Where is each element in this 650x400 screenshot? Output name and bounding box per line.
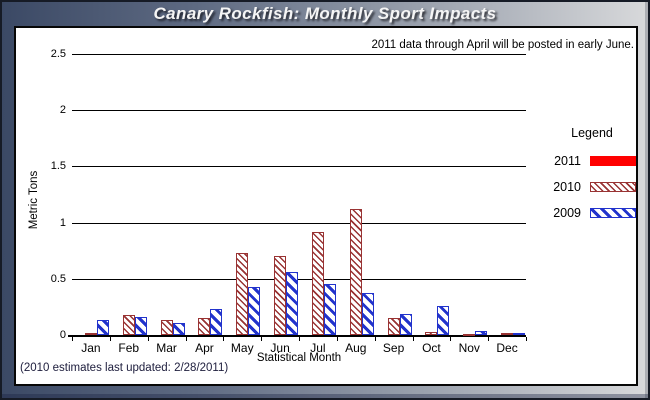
legend-swatch-2009 xyxy=(590,208,636,218)
x-tick-label-nov: Nov xyxy=(458,341,480,355)
x-axis-tick xyxy=(336,337,338,341)
x-axis-tick xyxy=(450,337,452,341)
bar-2010-mar xyxy=(160,320,173,335)
y-tick-label: 1 xyxy=(59,216,66,229)
bar-2010-apr xyxy=(198,318,211,335)
x-tick-label-dec: Dec xyxy=(496,341,518,355)
x-axis-tick xyxy=(526,337,527,341)
y-tick-label: 0.5 xyxy=(50,272,66,285)
legend-label-2011: 2011 xyxy=(554,154,581,168)
x-axis-tick xyxy=(299,337,300,341)
bar-2009-mar xyxy=(172,323,185,335)
plot-area: 0 0.5 1 1.5 2 2.5 Jan Feb Mar Apr May Jun Jul Aug Sep O… xyxy=(16,28,636,384)
bar-2010-jul xyxy=(311,232,324,335)
chart-title: Canary Rockfish: Monthly Sport Impacts xyxy=(153,4,497,23)
x-tick-label-feb: Feb xyxy=(118,341,140,355)
legend-swatch-2010 xyxy=(590,182,636,192)
bar-2010-nov xyxy=(463,334,476,336)
bottom-note: (2010 estimates last updated: 2/28/2011) xyxy=(20,362,229,374)
legend-item-2009: 2009 xyxy=(524,200,636,226)
gridline-1.5 xyxy=(72,166,526,168)
legend-label-2009: 2009 xyxy=(553,206,581,220)
gridline-2 xyxy=(72,110,526,112)
x-axis-title: Statistical Month xyxy=(256,352,342,364)
bar-2009-feb xyxy=(134,317,147,335)
bar-2010-oct xyxy=(425,332,438,335)
x-tick-label-sep: Sep xyxy=(382,341,405,355)
x-axis-line xyxy=(68,335,526,337)
bar-2010-dec xyxy=(501,333,514,335)
x-axis-tick xyxy=(147,337,149,341)
bar-2010-jun xyxy=(274,256,287,335)
y-tick-label: 0 xyxy=(59,329,66,341)
x-axis-tick xyxy=(488,337,490,341)
gridline-0.5 xyxy=(72,278,526,280)
x-tick-label-jan: Jan xyxy=(81,341,101,355)
x-tick-label-apr: Apr xyxy=(195,341,214,355)
bar-2009-jun xyxy=(286,272,299,335)
legend-item-2010: 2010 xyxy=(524,174,636,200)
bar-2009-oct xyxy=(437,306,450,335)
bar-2009-apr xyxy=(210,309,223,335)
x-axis-tick xyxy=(261,337,263,341)
bar-2009-nov xyxy=(475,331,488,335)
bar-2009-jan xyxy=(96,320,109,335)
bar-2009-jul xyxy=(323,284,336,335)
x-tick-label-mar: Mar xyxy=(156,341,177,355)
x-axis-tick xyxy=(223,337,225,341)
x-tick-label-jul: Jul xyxy=(310,341,326,355)
x-tick-label-may: May xyxy=(230,341,254,355)
bar-2009-dec xyxy=(513,333,526,335)
bar-2010-sep xyxy=(387,318,400,335)
bar-2010-aug xyxy=(349,209,362,335)
legend: Legend 2011 2010 2009 xyxy=(524,126,636,226)
x-tick-label-oct: Oct xyxy=(422,341,441,355)
x-axis-tick xyxy=(185,337,187,341)
bar-2010-may xyxy=(236,253,249,335)
legend-swatch-2011 xyxy=(590,156,636,166)
x-axis-tick xyxy=(72,337,73,341)
bar-2010-feb xyxy=(122,315,135,335)
legend-items: 2011 2010 2009 xyxy=(524,148,636,226)
bar-2009-aug xyxy=(361,293,374,335)
x-axis-tick xyxy=(374,337,376,341)
x-axis-tick xyxy=(412,337,414,341)
y-tick-label: 1.5 xyxy=(50,160,66,173)
gridline-2.5 xyxy=(72,54,526,55)
legend-item-2011: 2011 xyxy=(524,148,636,174)
legend-title: Legend xyxy=(571,126,613,140)
legend-label-2010: 2010 xyxy=(553,180,581,194)
y-tick-label: 2.5 xyxy=(50,48,66,60)
x-tick-label-aug: Aug xyxy=(345,341,367,355)
chart-panel: 2011 data through April will be posted i… xyxy=(14,26,638,386)
bar-2009-may xyxy=(248,287,261,335)
top-note: 2011 data through April will be posted i… xyxy=(371,39,634,51)
bar-2009-sep xyxy=(399,314,412,335)
x-axis-tick xyxy=(109,337,111,341)
gridline-1 xyxy=(72,222,526,224)
y-tick-label: 2 xyxy=(59,104,66,117)
x-tick-label-jun: Jun xyxy=(270,341,290,355)
bar-2010-jan xyxy=(84,333,97,335)
